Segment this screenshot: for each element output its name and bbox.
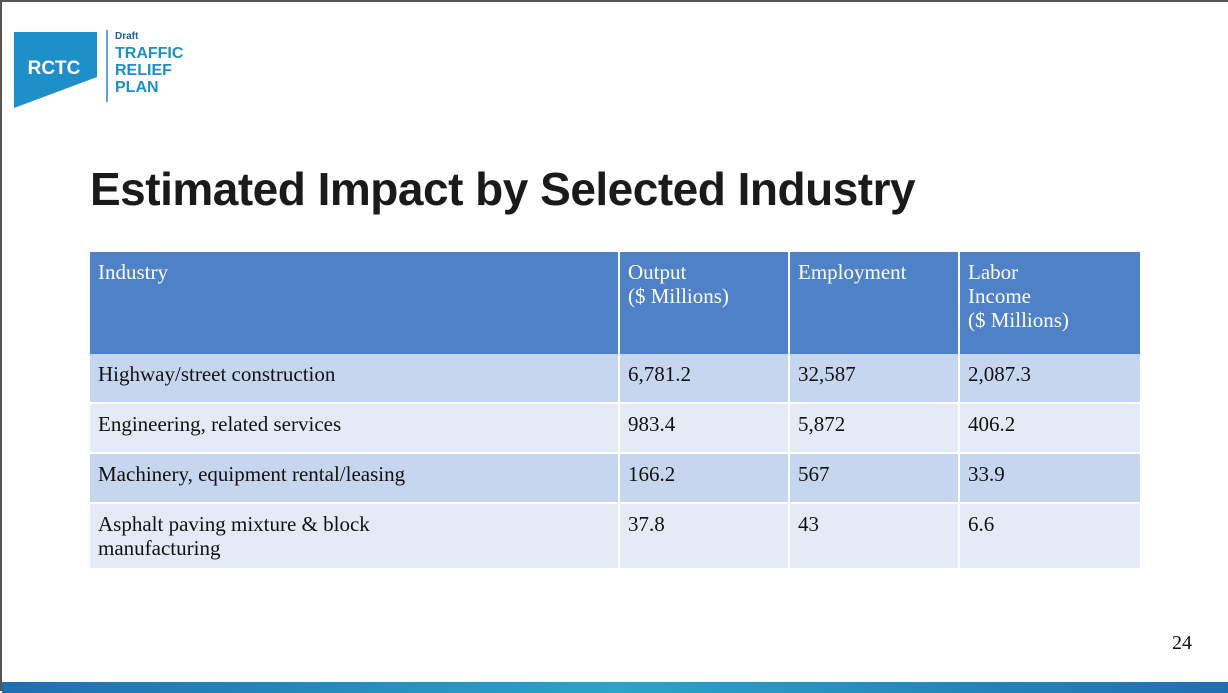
logo-line: PLAN [115, 79, 159, 96]
table-cell: 6.6 [960, 504, 1142, 570]
table-cell: Labor Income ($ Millions) [960, 252, 1142, 354]
table-cell: Highway/street construction [90, 354, 620, 404]
logo-draft: Draft [115, 31, 139, 42]
table-cell: Employment [790, 252, 960, 354]
cell-text: Labor [968, 260, 1019, 284]
table-cell: 983.4 [620, 404, 790, 454]
table-cell: 6,781.2 [620, 354, 790, 404]
cell-text: 43 [798, 512, 819, 536]
cell-text: 983.4 [628, 412, 676, 436]
cell-text: Income [968, 284, 1031, 308]
table-cell: 33.9 [960, 454, 1142, 504]
cell-text: ($ Millions) [628, 284, 729, 308]
table-cell: 37.8 [620, 504, 790, 570]
table-cell: 2,087.3 [960, 354, 1142, 404]
table-cell: Output ($ Millions) [620, 252, 790, 354]
page-number: 24 [1172, 632, 1192, 654]
table-row: Highway/street construction 6,781.2 32,587… [90, 354, 1142, 404]
logo-abbr: RCTC [28, 58, 81, 79]
cell-text: Industry [98, 260, 168, 284]
table-cell: 567 [790, 454, 960, 504]
logo-line: RELIEF [115, 62, 172, 79]
table-cell: 166.2 [620, 454, 790, 504]
table-cell: Engineering, related services [90, 404, 620, 454]
cell-text: Asphalt paving mixture & block [98, 512, 370, 536]
cell-text: Output [628, 260, 687, 284]
table-cell: 43 [790, 504, 960, 570]
cell-text: 166.2 [628, 462, 676, 486]
footer-band [2, 682, 1228, 693]
table-cell: 5,872 [790, 404, 960, 454]
cell-text: 32,587 [798, 362, 856, 386]
cell-text: manufacturing [98, 536, 221, 560]
cell-text: 567 [798, 462, 830, 486]
table-cell: Asphalt paving mixture & block manufactur… [90, 504, 620, 570]
cell-text: Engineering, related services [98, 412, 342, 436]
cell-text: 2,087.3 [968, 362, 1031, 386]
table-row: Machinery, equipment rental/leasing 166.2… [90, 454, 1142, 504]
table-row: Engineering, related services 983.4 5,872 4… [90, 404, 1142, 454]
cell-text: 6.6 [968, 512, 995, 536]
table-row: Asphalt paving mixture & block manufactur… [90, 504, 1142, 570]
table: Industry Output ($ Millions) Employment Labo… [90, 252, 1142, 570]
table-cell: Machinery, equipment rental/leasing [90, 454, 620, 504]
cell-text: 37.8 [628, 512, 665, 536]
cell-text: 6,781.2 [628, 362, 691, 386]
table-cell: Industry [90, 252, 620, 354]
table-cell: 32,587 [790, 354, 960, 404]
logo: RCTC Draft TRAFFIC RELIEF PLAN [14, 30, 184, 108]
slide-title: Estimated Impact by Selected Industry [90, 163, 916, 215]
table-cell: 406.2 [960, 404, 1142, 454]
cell-text: 5,872 [798, 412, 846, 436]
header-row: Industry Output ($ Millions) Employment Labo… [90, 252, 1142, 354]
cell-text: Machinery, equipment rental/leasing [98, 462, 406, 486]
cell-text: Employment [798, 260, 907, 284]
cell-text: Highway/street construction [98, 362, 336, 386]
logo-shape [14, 32, 97, 108]
cell-text: 406.2 [968, 412, 1016, 436]
cell-text: 33.9 [968, 462, 1005, 486]
cell-text: ($ Millions) [968, 308, 1069, 332]
logo-line: TRAFFIC [115, 45, 184, 62]
